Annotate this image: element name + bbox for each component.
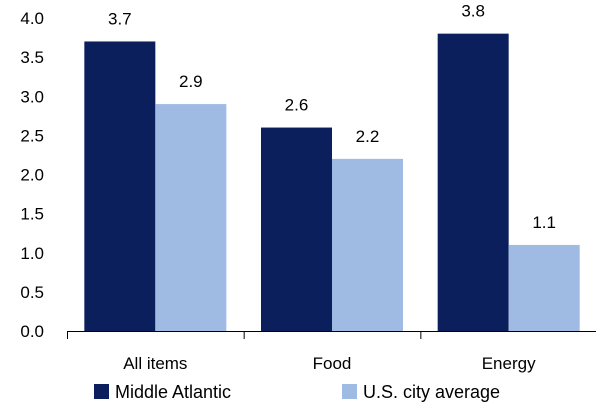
data-label: 2.2 [356, 127, 380, 146]
y-tick-label: 0.5 [20, 283, 44, 302]
y-tick-label: 0.0 [20, 322, 44, 341]
y-tick-label: 1.5 [20, 205, 44, 224]
bar-middle-atlantic-energy [437, 33, 509, 332]
legend-swatch [94, 384, 109, 399]
category-labels: All items Food Energy [123, 354, 536, 373]
y-tick-label: 3.5 [20, 48, 44, 67]
data-label: 2.9 [179, 72, 203, 91]
data-labels: 3.7 2.6 3.8 2.9 2.2 1.1 [108, 2, 556, 232]
legend-label: U.S. city average [363, 382, 500, 402]
y-tick-label: 3.0 [20, 87, 44, 106]
data-label: 3.8 [461, 2, 485, 21]
data-label: 1.1 [532, 213, 556, 232]
legend-swatch [342, 384, 357, 399]
legend-label: Middle Atlantic [115, 382, 231, 402]
bar-middle-atlantic-food [261, 127, 332, 331]
data-label: 3.7 [108, 9, 132, 28]
bar-u-s-city-average-food [332, 158, 403, 331]
bars [84, 33, 580, 332]
y-tick-label: 4.0 [20, 9, 44, 28]
bar-u-s-city-average-energy [508, 244, 580, 331]
legend: Middle Atlantic U.S. city average [94, 382, 500, 402]
y-tick-label: 1.0 [20, 244, 44, 263]
y-tick-label: 2.5 [20, 126, 44, 145]
category-label: Energy [482, 354, 536, 373]
y-axis-ticks: 0.0 0.5 1.0 1.5 2.0 2.5 3.0 3.5 4.0 [20, 9, 44, 341]
category-label: Food [313, 354, 352, 373]
category-label: All items [123, 354, 187, 373]
bar-u-s-city-average-all-items [155, 104, 227, 331]
y-tick-label: 2.0 [20, 166, 44, 185]
data-label: 2.6 [285, 96, 309, 115]
bar-middle-atlantic-all-items [84, 41, 156, 331]
x-axis-separators [67, 331, 422, 339]
